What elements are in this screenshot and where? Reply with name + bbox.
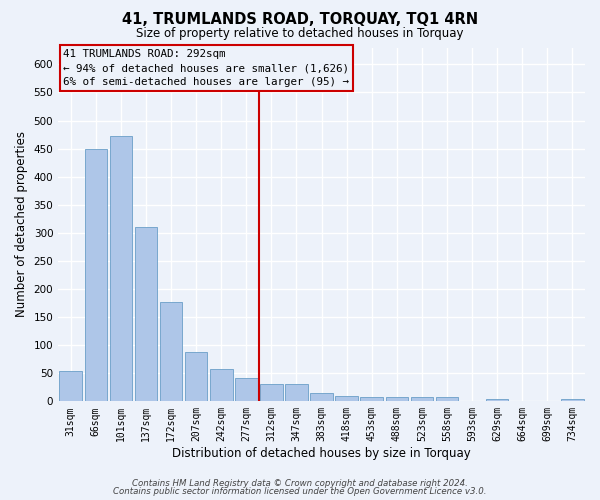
Text: Contains public sector information licensed under the Open Government Licence v3: Contains public sector information licen… bbox=[113, 487, 487, 496]
Bar bbox=[185, 352, 208, 402]
Bar bbox=[110, 136, 132, 402]
Text: 41 TRUMLANDS ROAD: 292sqm
← 94% of detached houses are smaller (1,626)
6% of sem: 41 TRUMLANDS ROAD: 292sqm ← 94% of detac… bbox=[64, 50, 349, 88]
Bar bbox=[260, 384, 283, 402]
Bar bbox=[285, 384, 308, 402]
Bar bbox=[361, 397, 383, 402]
Bar bbox=[310, 393, 333, 402]
Bar bbox=[160, 302, 182, 402]
Bar bbox=[486, 398, 508, 402]
Bar bbox=[235, 378, 257, 402]
X-axis label: Distribution of detached houses by size in Torquay: Distribution of detached houses by size … bbox=[172, 447, 471, 460]
Bar bbox=[134, 226, 157, 402]
Text: Size of property relative to detached houses in Torquay: Size of property relative to detached ho… bbox=[136, 28, 464, 40]
Bar bbox=[59, 371, 82, 402]
Bar bbox=[436, 397, 458, 402]
Bar bbox=[410, 398, 433, 402]
Text: 41, TRUMLANDS ROAD, TORQUAY, TQ1 4RN: 41, TRUMLANDS ROAD, TORQUAY, TQ1 4RN bbox=[122, 12, 478, 28]
Bar bbox=[386, 398, 408, 402]
Bar bbox=[561, 398, 584, 402]
Bar bbox=[335, 396, 358, 402]
Bar bbox=[85, 148, 107, 402]
Y-axis label: Number of detached properties: Number of detached properties bbox=[15, 132, 28, 318]
Bar bbox=[210, 369, 233, 402]
Text: Contains HM Land Registry data © Crown copyright and database right 2024.: Contains HM Land Registry data © Crown c… bbox=[132, 478, 468, 488]
